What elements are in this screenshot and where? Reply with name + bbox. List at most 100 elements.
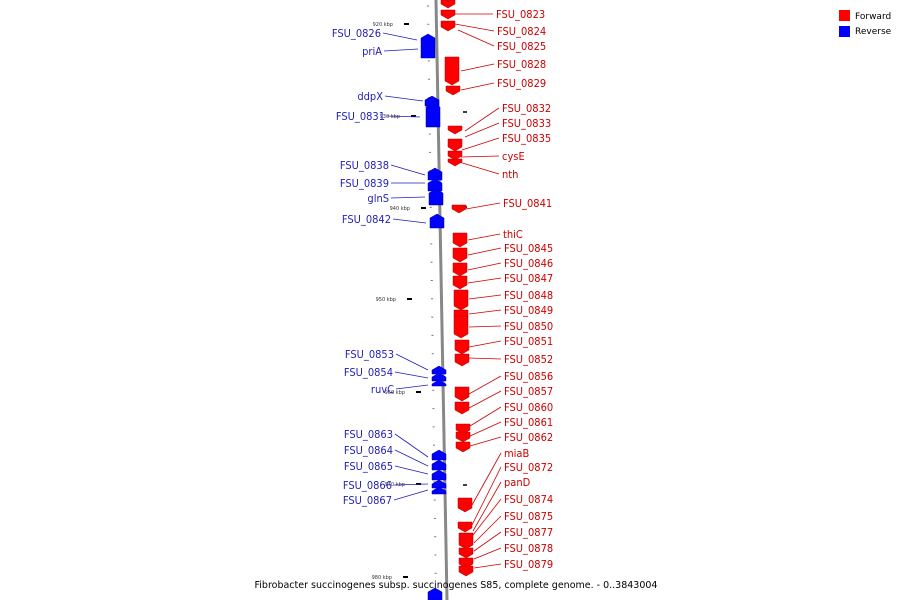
reverse-label-leader: [393, 489, 429, 501]
forward-gene-arrow: [440, 9, 456, 20]
forward-gene-arrow: [447, 125, 463, 135]
gene-layer: [420, 0, 474, 600]
forward-label-leader: [468, 325, 502, 328]
forward-gene-arrow: [457, 521, 473, 533]
forward-gene-label: FSU_0874: [504, 493, 553, 506]
forward-gene-arrow: [447, 158, 463, 167]
reverse-label-leader: [390, 196, 426, 199]
reverse-gene-arrow: [431, 372, 447, 382]
forward-gene-label: FSU_0835: [502, 132, 551, 145]
forward-gene-label: nth: [502, 168, 518, 181]
forward-label-leader: [471, 466, 502, 526]
forward-gene-arrow: [458, 547, 474, 559]
forward-label-leader: [458, 161, 500, 175]
reverse-gene-arrow: [425, 102, 441, 128]
forward-label-leader: [473, 563, 502, 569]
forward-gene-label: FSU_0845: [504, 242, 553, 255]
forward-gene-label: FSU_0833: [502, 117, 551, 130]
forward-gene-label: cysE: [502, 150, 525, 163]
forward-gene-label: FSU_0829: [497, 77, 546, 90]
legend-reverse-label: Reverse: [855, 27, 892, 37]
forward-gene-arrow: [454, 401, 470, 415]
forward-gene-label: FSU_0877: [504, 526, 553, 539]
legend-forward-swatch: [839, 10, 850, 21]
reverse-label-leader: [395, 353, 429, 371]
forward-gene-arrow: [454, 339, 470, 355]
forward-gene-arrow: [452, 262, 468, 277]
forward-label-leader: [467, 277, 502, 284]
forward-gene-label: FSU_0823: [496, 8, 545, 21]
forward-label-leader: [471, 452, 502, 506]
forward-gene-arrow: [455, 441, 471, 453]
legend-forward-label: Forward: [855, 12, 891, 22]
reverse-gene-arrow: [420, 33, 436, 59]
reverse-gene-arrow: [431, 459, 447, 471]
forward-label-leader: [473, 515, 502, 544]
forward-label-leader: [472, 481, 502, 532]
reverse-gene-arrow: [431, 469, 447, 481]
reverse-label-leader: [395, 384, 429, 390]
forward-gene-arrow: [452, 232, 468, 248]
forward-label-leader: [472, 498, 502, 536]
reverse-gene-label: ddpX: [357, 90, 383, 103]
reverse-gene-arrow: [428, 188, 444, 206]
reverse-label-leader: [393, 483, 429, 486]
forward-gene-arrow: [451, 204, 467, 214]
forward-label-leader: [454, 23, 495, 32]
forward-gene-arrow: [444, 56, 460, 86]
forward-label-leader: [468, 340, 502, 348]
forward-label-leader: [473, 531, 502, 552]
forward-gene-arrow: [454, 386, 470, 402]
reverse-gene-label: FSU_0831: [336, 110, 385, 123]
forward-gene-arrow: [454, 353, 470, 367]
forward-gene-arrow: [453, 289, 469, 311]
reverse-label-leader: [386, 115, 421, 118]
kbp-tick-label: 930 kbp: [380, 114, 400, 120]
forward-label-leader: [461, 137, 500, 151]
reverse-label-leader: [382, 32, 418, 41]
forward-gene-arrow: [452, 247, 468, 263]
forward-gene-arrow: [440, 20, 456, 32]
reverse-gene-arrow: [431, 365, 447, 375]
reverse-gene-label: FSU_0866: [343, 479, 392, 492]
forward-label-leader: [457, 29, 495, 47]
forward-label-leader: [467, 233, 501, 241]
forward-label-leader: [467, 247, 502, 256]
reverse-gene-arrow: [424, 95, 440, 107]
forward-label-leader: [464, 122, 500, 138]
reverse-gene-label: FSU_0826: [332, 27, 381, 40]
forward-label-leader: [467, 262, 502, 271]
forward-label-leader: [468, 375, 502, 395]
forward-label-leader: [460, 155, 500, 158]
reverse-gene-label: FSU_0842: [342, 213, 391, 226]
forward-label-leader: [468, 309, 502, 315]
forward-gene-arrow: [458, 565, 474, 577]
reverse-gene-arrow: [431, 379, 447, 387]
forward-gene-arrow: [447, 150, 463, 161]
forward-gene-label: FSU_0878: [504, 542, 553, 555]
forward-gene-arrow: [458, 532, 474, 550]
forward-gene-label: FSU_0828: [497, 58, 546, 71]
forward-label-leader: [460, 63, 495, 72]
reverse-gene-label: FSU_0838: [340, 159, 389, 172]
forward-gene-label: miaB: [504, 447, 529, 460]
genome-backbone: [434, 0, 449, 600]
reverse-label-leader: [394, 433, 429, 458]
kbp-tick-label: 940 kbp: [390, 206, 410, 212]
forward-gene-label: FSU_0824: [497, 25, 546, 38]
reverse-label-leader: [383, 48, 419, 52]
reverse-label-leader: [390, 164, 426, 176]
forward-gene-label: FSU_0872: [504, 461, 553, 474]
reverse-label-leader: [394, 449, 429, 467]
forward-gene-arrow: [455, 431, 471, 443]
forward-gene-label: FSU_0848: [504, 289, 553, 302]
forward-gene-label: FSU_0832: [502, 102, 551, 115]
legend: Forward Reverse: [839, 10, 892, 37]
kbp-tick-label: 960 kbp: [385, 390, 405, 396]
kbp-tick-label: 950 kbp: [376, 297, 396, 303]
forward-label-leader: [473, 547, 502, 560]
forward-gene-label: FSU_0847: [504, 272, 553, 285]
forward-gene-label: FSU_0852: [504, 353, 553, 366]
forward-gene-label: FSU_0875: [504, 510, 553, 523]
legend-reverse-swatch: [839, 26, 850, 37]
